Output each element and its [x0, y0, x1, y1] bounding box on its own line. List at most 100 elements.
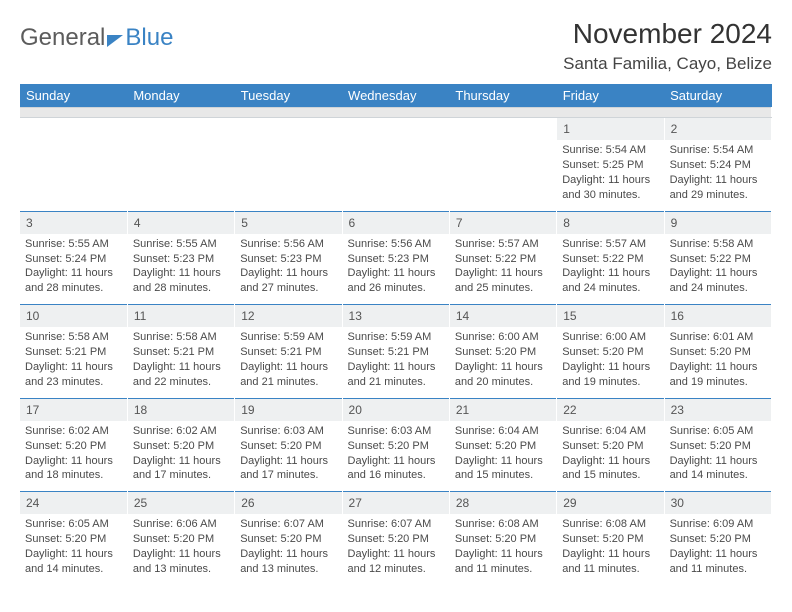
sunrise-line: Sunrise: 5:54 AM [562, 143, 658, 158]
sunrise-line: Sunrise: 5:56 AM [240, 237, 336, 252]
daylight-line: Daylight: 11 hours and 12 minutes. [348, 547, 444, 577]
sunset-line: Sunset: 5:20 PM [455, 532, 551, 547]
header-row: General Blue November 2024 Santa Familia… [20, 18, 772, 74]
sunrise-line: Sunrise: 6:00 AM [562, 330, 658, 345]
sunset-line: Sunset: 5:20 PM [25, 439, 122, 454]
sunrise-line: Sunrise: 6:03 AM [348, 424, 444, 439]
day-detail-cell: Sunrise: 6:00 AMSunset: 5:20 PMDaylight:… [557, 327, 664, 398]
sunrise-line: Sunrise: 6:00 AM [455, 330, 551, 345]
sunset-line: Sunset: 5:20 PM [133, 532, 229, 547]
sunrise-line: Sunrise: 6:08 AM [455, 517, 551, 532]
day-detail-cell [235, 140, 342, 211]
day-number-cell: 7 [449, 211, 556, 234]
day-number-cell: 19 [235, 398, 342, 421]
daylight-line: Daylight: 11 hours and 15 minutes. [455, 454, 551, 484]
daylight-line: Daylight: 11 hours and 13 minutes. [133, 547, 229, 577]
day-detail-cell: Sunrise: 5:57 AMSunset: 5:22 PMDaylight:… [449, 234, 556, 305]
day-number-cell: 3 [20, 211, 127, 234]
logo-triangle-icon [107, 35, 123, 47]
daylight-line: Daylight: 11 hours and 19 minutes. [670, 360, 766, 390]
sunrise-line: Sunrise: 5:59 AM [348, 330, 444, 345]
day-detail-cell: Sunrise: 5:58 AMSunset: 5:21 PMDaylight:… [127, 327, 234, 398]
calendar-body: 12Sunrise: 5:54 AMSunset: 5:25 PMDayligh… [20, 108, 772, 585]
daylight-line: Daylight: 11 hours and 16 minutes. [348, 454, 444, 484]
day-detail-cell: Sunrise: 5:59 AMSunset: 5:21 PMDaylight:… [342, 327, 449, 398]
day-number-cell [449, 118, 556, 141]
day-detail-cell: Sunrise: 5:54 AMSunset: 5:25 PMDaylight:… [557, 140, 664, 211]
sunset-line: Sunset: 5:20 PM [670, 439, 766, 454]
day-number-cell: 29 [557, 492, 664, 515]
day-number-cell: 20 [342, 398, 449, 421]
day-detail-cell: Sunrise: 5:56 AMSunset: 5:23 PMDaylight:… [342, 234, 449, 305]
sunrise-line: Sunrise: 6:04 AM [455, 424, 551, 439]
day-detail-cell: Sunrise: 6:05 AMSunset: 5:20 PMDaylight:… [20, 514, 127, 584]
month-title: November 2024 [563, 18, 772, 50]
day-detail-cell [449, 140, 556, 211]
day-detail-cell: Sunrise: 6:08 AMSunset: 5:20 PMDaylight:… [557, 514, 664, 584]
daylight-line: Daylight: 11 hours and 30 minutes. [562, 173, 658, 203]
day-number-cell: 27 [342, 492, 449, 515]
day-number-cell [342, 118, 449, 141]
sunrise-line: Sunrise: 6:07 AM [240, 517, 336, 532]
day-detail-cell: Sunrise: 5:54 AMSunset: 5:24 PMDaylight:… [664, 140, 771, 211]
daynum-row: 3456789 [20, 211, 772, 234]
sunset-line: Sunset: 5:20 PM [348, 532, 444, 547]
daynum-row: 17181920212223 [20, 398, 772, 421]
daylight-line: Daylight: 11 hours and 22 minutes. [133, 360, 229, 390]
sunrise-line: Sunrise: 6:07 AM [348, 517, 444, 532]
sunset-line: Sunset: 5:20 PM [455, 345, 551, 360]
logo-blue: Blue [125, 24, 173, 52]
sunrise-line: Sunrise: 6:05 AM [670, 424, 766, 439]
daylight-line: Daylight: 11 hours and 28 minutes. [133, 266, 229, 296]
daynum-row: 12 [20, 118, 772, 141]
day-number-cell: 25 [127, 492, 234, 515]
day-detail-cell: Sunrise: 5:58 AMSunset: 5:21 PMDaylight:… [20, 327, 127, 398]
sunset-line: Sunset: 5:20 PM [348, 439, 444, 454]
day-detail-cell: Sunrise: 6:05 AMSunset: 5:20 PMDaylight:… [664, 421, 771, 492]
daylight-line: Daylight: 11 hours and 11 minutes. [670, 547, 766, 577]
day-number-cell: 13 [342, 305, 449, 328]
day-detail-cell: Sunrise: 5:55 AMSunset: 5:23 PMDaylight:… [127, 234, 234, 305]
sunset-line: Sunset: 5:20 PM [670, 345, 766, 360]
day-number-cell: 12 [235, 305, 342, 328]
calendar-table: Sunday Monday Tuesday Wednesday Thursday… [20, 84, 772, 585]
day-number-cell: 8 [557, 211, 664, 234]
day-header: Friday [557, 84, 664, 108]
day-detail-cell: Sunrise: 5:56 AMSunset: 5:23 PMDaylight:… [235, 234, 342, 305]
sunrise-line: Sunrise: 5:55 AM [133, 237, 229, 252]
day-detail-cell: Sunrise: 6:00 AMSunset: 5:20 PMDaylight:… [449, 327, 556, 398]
day-number-cell: 23 [664, 398, 771, 421]
sunrise-line: Sunrise: 5:58 AM [670, 237, 766, 252]
sunrise-line: Sunrise: 6:02 AM [25, 424, 122, 439]
daylight-line: Daylight: 11 hours and 25 minutes. [455, 266, 551, 296]
sunrise-line: Sunrise: 5:54 AM [670, 143, 766, 158]
sunset-line: Sunset: 5:22 PM [670, 252, 766, 267]
day-detail-cell: Sunrise: 5:58 AMSunset: 5:22 PMDaylight:… [664, 234, 771, 305]
sunrise-line: Sunrise: 5:57 AM [455, 237, 551, 252]
sunrise-line: Sunrise: 5:58 AM [25, 330, 122, 345]
detail-row: Sunrise: 5:58 AM Sunset: 5:21 PM Daylight:… [20, 327, 772, 398]
day-detail-cell: Sunrise: 6:01 AMSunset: 5:20 PMDaylight:… [664, 327, 771, 398]
sunset-line: Sunset: 5:20 PM [25, 532, 122, 547]
day-detail-cell: Sunrise: 6:04 AMSunset: 5:20 PMDaylight:… [449, 421, 556, 492]
day-number-cell: 14 [449, 305, 556, 328]
daylight-line: Daylight: 11 hours and 24 minutes. [562, 266, 658, 296]
sunset-line: Sunset: 5:20 PM [670, 532, 766, 547]
sunrise-line: Sunrise: 5:58 AM [133, 330, 229, 345]
day-detail-cell: Sunrise: 6:06 AMSunset: 5:20 PMDaylight:… [127, 514, 234, 584]
sunset-line: Sunset: 5:21 PM [348, 345, 444, 360]
day-number-cell: 4 [127, 211, 234, 234]
day-number-cell: 15 [557, 305, 664, 328]
sunset-line: Sunset: 5:20 PM [240, 532, 336, 547]
day-number-cell: 11 [127, 305, 234, 328]
sunset-line: Sunset: 5:25 PM [562, 158, 658, 173]
sunrise-line: Sunrise: 6:08 AM [562, 517, 658, 532]
day-detail-cell: Sunrise: 6:03 AMSunset: 5:20 PMDaylight:… [342, 421, 449, 492]
day-header: Sunday [20, 84, 127, 108]
sunset-line: Sunset: 5:21 PM [240, 345, 336, 360]
location: Santa Familia, Cayo, Belize [563, 54, 772, 74]
day-header: Tuesday [235, 84, 342, 108]
sunset-line: Sunset: 5:20 PM [562, 345, 658, 360]
sunset-line: Sunset: 5:20 PM [133, 439, 229, 454]
logo: General Blue [20, 24, 173, 52]
